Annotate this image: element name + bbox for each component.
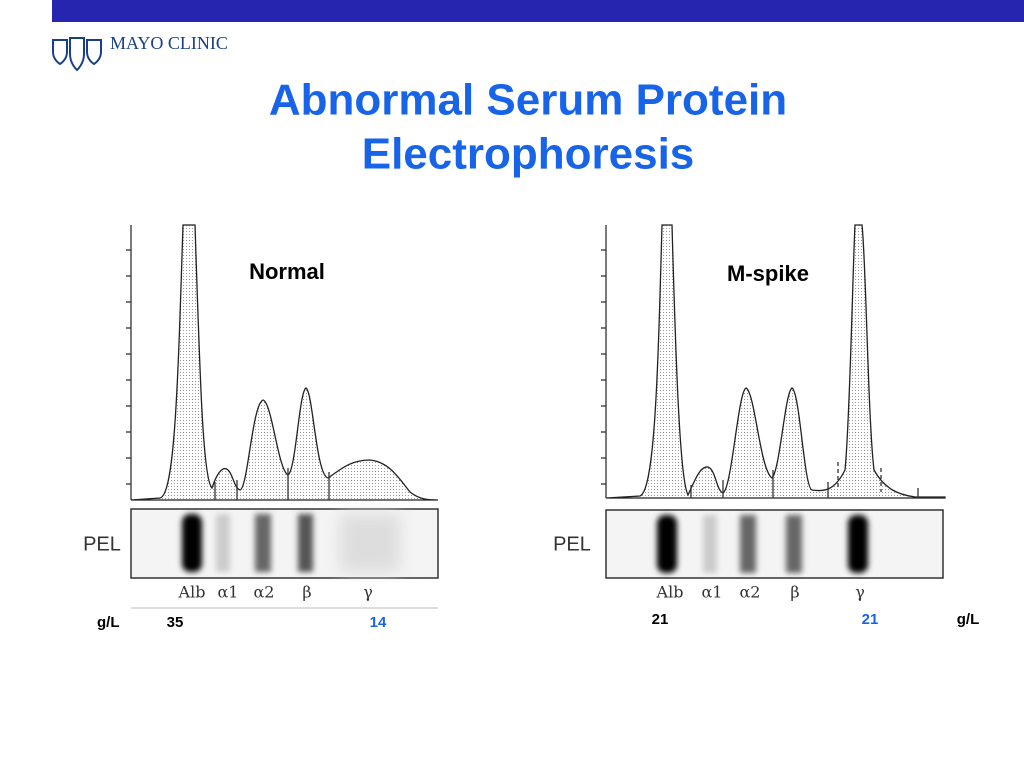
gamma-value: 21 xyxy=(862,611,879,628)
fraction-label: α2 xyxy=(254,583,275,602)
fraction-label: Alb xyxy=(656,583,684,602)
fraction-label: α2 xyxy=(740,583,761,602)
mspike-panel xyxy=(601,224,946,579)
title-line: Electrophoresis xyxy=(362,130,695,179)
logo-text: MAYO CLINIC xyxy=(110,33,228,53)
normal-panel xyxy=(126,224,439,609)
logo xyxy=(52,37,102,72)
fraction-label: γ xyxy=(363,583,373,602)
fraction-label: Alb xyxy=(178,583,206,602)
gamma-value: 14 xyxy=(370,614,387,631)
fraction-label: α1 xyxy=(702,583,723,602)
albumin-value: 35 xyxy=(167,614,184,631)
albumin-value: 21 xyxy=(652,611,669,628)
unit: g/L xyxy=(97,614,120,631)
fraction-label: β xyxy=(302,583,311,602)
pel-label: PEL xyxy=(83,533,121,555)
fraction-label: γ xyxy=(855,583,865,602)
panel-label: M-spike xyxy=(727,261,809,286)
pel-label: PEL xyxy=(553,533,591,555)
top-bar xyxy=(52,0,1024,22)
fraction-label: α1 xyxy=(218,583,239,602)
fraction-label: β xyxy=(790,583,799,602)
title-line: Abnormal Serum Protein xyxy=(269,76,787,125)
unit: g/L xyxy=(957,611,980,628)
panel-label: Normal xyxy=(249,259,325,284)
